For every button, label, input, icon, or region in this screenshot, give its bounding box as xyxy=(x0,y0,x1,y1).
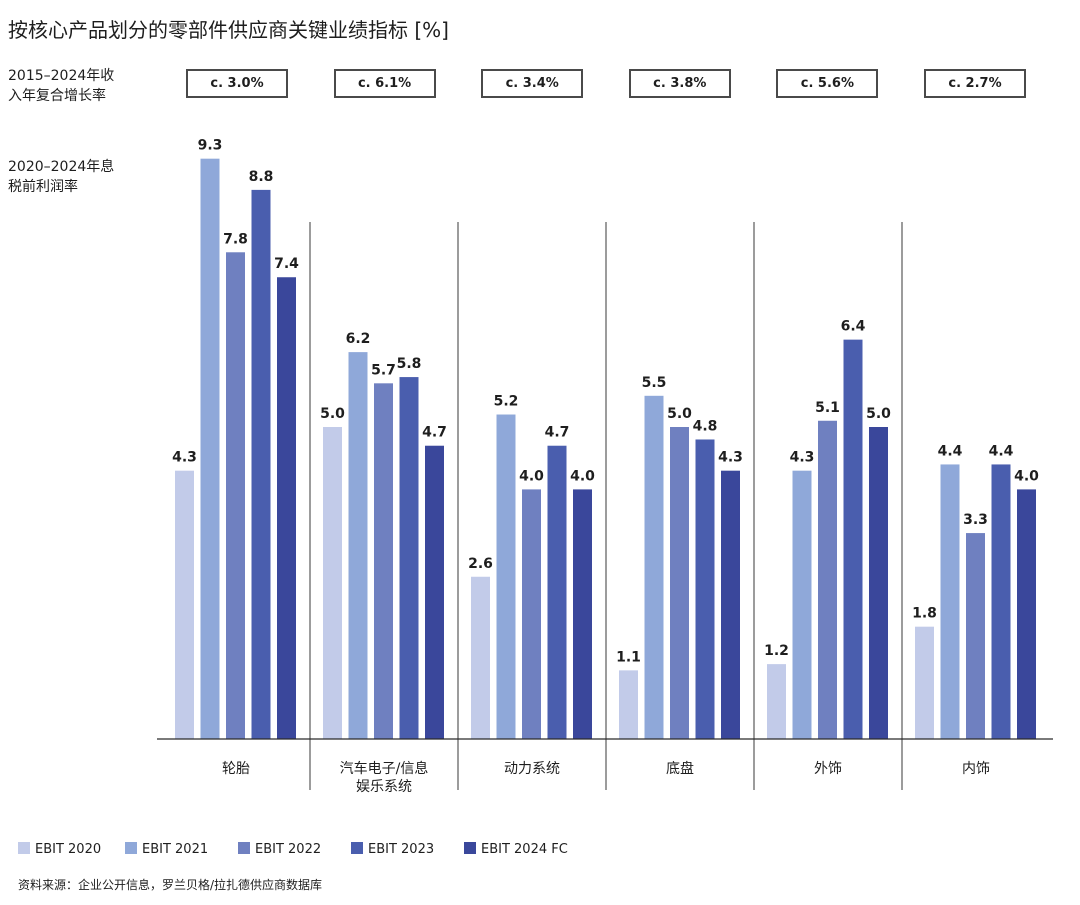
data-label: 1.1 xyxy=(616,649,641,665)
data-label: 5.5 xyxy=(642,375,667,391)
bar xyxy=(323,427,342,739)
data-label: 5.0 xyxy=(320,406,345,422)
data-label: 5.8 xyxy=(397,356,422,372)
bar xyxy=(399,377,419,739)
data-label: 8.8 xyxy=(249,169,274,185)
bar xyxy=(522,489,541,739)
data-label: 4.3 xyxy=(790,450,815,466)
legend-label: EBIT 2023 xyxy=(368,842,434,857)
legend-swatch xyxy=(238,842,250,854)
bar xyxy=(991,464,1011,739)
bar xyxy=(573,489,592,739)
bar xyxy=(818,420,837,739)
legend-label: EBIT 2022 xyxy=(255,842,321,857)
category-label: 底盘 xyxy=(666,760,694,777)
category-label: 内饰 xyxy=(962,761,990,777)
legend-label: EBIT 2020 xyxy=(35,842,101,857)
data-label: 4.3 xyxy=(172,450,197,466)
data-label: 4.7 xyxy=(545,425,570,441)
bar xyxy=(767,664,786,739)
legend-swatch xyxy=(125,842,137,854)
bar xyxy=(175,470,194,739)
legend-swatch xyxy=(351,842,363,854)
bar xyxy=(277,277,296,739)
cagr-value-box: c. 3.0% xyxy=(186,69,288,98)
bar xyxy=(940,464,960,739)
bar xyxy=(966,533,985,739)
cagr-value-box: c. 5.6% xyxy=(776,69,879,98)
bar xyxy=(348,352,368,739)
bar xyxy=(843,339,863,739)
bar xyxy=(496,414,516,739)
data-label: 4.3 xyxy=(718,450,743,466)
data-label: 4.4 xyxy=(938,443,963,459)
bar xyxy=(200,158,220,739)
bar xyxy=(869,427,888,739)
source-text: 企业公开信息，罗兰贝格/拉扎德供应商数据库 xyxy=(78,878,323,892)
data-label: 6.4 xyxy=(841,319,866,335)
bar xyxy=(547,445,567,739)
bar xyxy=(471,576,490,739)
data-label: 4.4 xyxy=(989,443,1014,459)
data-label: 1.8 xyxy=(912,606,937,622)
legend-swatch xyxy=(464,842,476,854)
data-label: 7.4 xyxy=(274,256,299,272)
data-label: 5.2 xyxy=(494,394,519,410)
cagr-value-box: c. 2.7% xyxy=(924,69,1026,98)
cagr-label: 2015–2024年收 入年复合增长率 xyxy=(8,68,115,104)
cagr-value-box: c. 3.4% xyxy=(481,69,584,98)
data-label: 5.1 xyxy=(815,400,840,416)
category-label: 娱乐系统 xyxy=(356,779,412,795)
bar xyxy=(251,189,271,739)
source-note: 资料来源：企业公开信息，罗兰贝格/拉扎德供应商数据库 xyxy=(18,876,322,893)
category-label: 外饰 xyxy=(814,761,842,777)
data-label: 5.0 xyxy=(667,406,692,422)
category-label: 汽车电子/信息 xyxy=(340,760,429,777)
data-label: 3.3 xyxy=(963,512,988,528)
bar xyxy=(644,395,664,739)
cagr-value-box: c. 3.8% xyxy=(628,69,731,98)
category-label: 轮胎 xyxy=(222,761,250,777)
bar xyxy=(374,383,393,739)
data-label: 4.0 xyxy=(519,468,544,484)
data-label: 6.2 xyxy=(346,331,371,347)
data-label: 2.6 xyxy=(468,556,493,572)
chart-title: 按核心产品划分的零部件供应商关键业绩指标 [%] xyxy=(8,18,449,42)
bar xyxy=(792,470,812,739)
bar xyxy=(695,439,715,739)
bar xyxy=(619,670,638,739)
category-label: 动力系统 xyxy=(504,761,560,777)
data-label: 4.0 xyxy=(1014,468,1039,484)
data-label: 4.8 xyxy=(693,418,718,434)
data-label: 5.7 xyxy=(371,362,396,378)
legend-swatch xyxy=(18,842,30,854)
data-label: 7.8 xyxy=(223,231,248,247)
legend-label: EBIT 2024 FC xyxy=(481,842,568,857)
data-label: 4.0 xyxy=(570,468,595,484)
data-label: 5.0 xyxy=(866,406,891,422)
ebit-margin-label: 2020–2024年息 税前利润率 xyxy=(8,159,115,195)
bar xyxy=(1017,489,1036,739)
bar xyxy=(670,427,689,739)
bar xyxy=(721,470,740,739)
data-label: 4.7 xyxy=(422,425,447,441)
bar xyxy=(425,445,444,739)
source-label: 资料来源： xyxy=(18,878,79,892)
bar xyxy=(226,252,245,739)
cagr-value-box: c. 6.1% xyxy=(333,69,436,98)
legend-label: EBIT 2021 xyxy=(142,842,208,857)
data-label: 9.3 xyxy=(198,138,223,154)
bar xyxy=(915,626,934,739)
data-label: 1.2 xyxy=(764,643,789,659)
